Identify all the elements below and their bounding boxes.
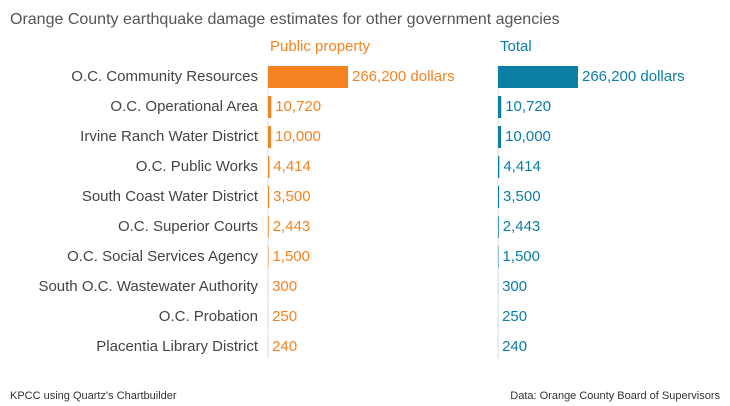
value-label: 2,443	[503, 218, 541, 235]
category-label: O.C. Community Resources	[71, 68, 258, 85]
column-header: Total	[500, 38, 532, 55]
value-label: 4,414	[273, 158, 311, 175]
category-label: South O.C. Wastewater Authority	[38, 278, 258, 295]
category-label: Placentia Library District	[96, 338, 259, 355]
value-label: 10,000	[505, 128, 551, 145]
category-label: O.C. Social Services Agency	[67, 248, 258, 265]
bar	[498, 66, 578, 88]
value-label: 1,500	[502, 248, 540, 265]
value-label: 250	[502, 308, 527, 325]
value-label: 2,443	[273, 218, 311, 235]
bar	[498, 156, 500, 178]
value-label: 266,200 dollars	[582, 68, 685, 85]
bar	[268, 216, 269, 238]
value-label: 300	[272, 278, 297, 295]
bar	[268, 66, 348, 88]
value-label: 1,500	[272, 248, 310, 265]
bar	[498, 96, 502, 118]
category-label: O.C. Probation	[159, 308, 258, 325]
source: Data: Orange County Board of Supervisors	[510, 390, 720, 402]
chart-title: Orange County earthquake damage estimate…	[10, 11, 560, 28]
category-label: South Coast Water District	[82, 188, 259, 205]
value-label: 250	[272, 308, 297, 325]
value-label: 4,414	[503, 158, 541, 175]
category-label: O.C. Public Works	[136, 158, 258, 175]
value-label: 10,000	[275, 128, 321, 145]
value-label: 300	[502, 278, 527, 295]
value-label: 3,500	[503, 188, 541, 205]
category-label: O.C. Superior Courts	[118, 218, 258, 235]
value-label: 266,200 dollars	[352, 68, 455, 85]
credit: KPCC using Quartz's Chartbuilder	[10, 390, 177, 402]
category-label: O.C. Operational Area	[110, 98, 258, 115]
bar	[498, 216, 499, 238]
bar	[268, 96, 272, 118]
bar	[498, 186, 500, 208]
bar	[268, 156, 270, 178]
value-label: 240	[502, 338, 527, 355]
value-label: 3,500	[273, 188, 311, 205]
bar	[268, 126, 272, 148]
category-label: Irvine Ranch Water District	[80, 128, 259, 145]
value-label: 240	[272, 338, 297, 355]
value-label: 10,720	[505, 98, 551, 115]
bar	[268, 186, 270, 208]
value-label: 10,720	[275, 98, 321, 115]
column-header: Public property	[270, 38, 371, 55]
bar	[498, 126, 502, 148]
